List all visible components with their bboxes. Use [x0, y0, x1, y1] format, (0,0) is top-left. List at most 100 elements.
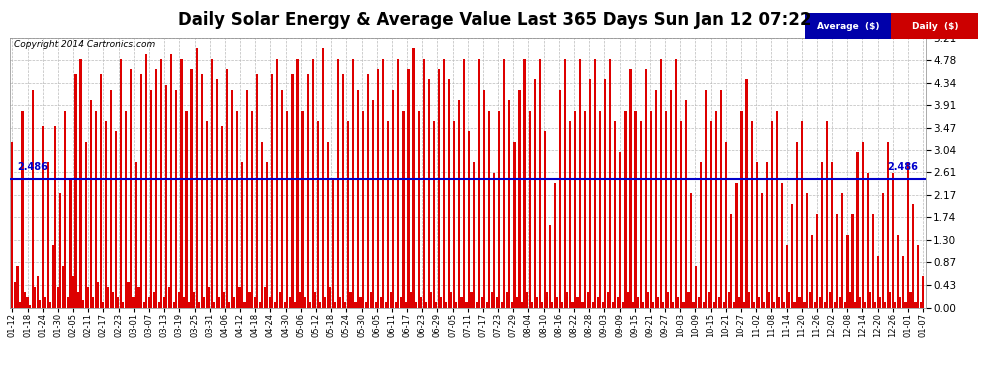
Bar: [130, 69, 132, 308]
Bar: [884, 302, 886, 307]
Bar: [92, 297, 94, 307]
Bar: [286, 111, 288, 308]
Bar: [446, 302, 447, 307]
Bar: [877, 256, 879, 308]
Bar: [894, 302, 897, 307]
Bar: [846, 235, 848, 308]
Bar: [423, 59, 425, 308]
Bar: [324, 297, 327, 307]
Bar: [335, 302, 337, 307]
Bar: [349, 292, 351, 308]
Bar: [304, 297, 306, 307]
Bar: [723, 302, 725, 307]
Bar: [218, 297, 221, 307]
Bar: [524, 59, 526, 308]
Bar: [241, 162, 244, 308]
Bar: [597, 297, 599, 307]
Bar: [617, 297, 619, 307]
Bar: [183, 297, 185, 307]
Bar: [138, 287, 140, 308]
Bar: [224, 292, 226, 308]
Bar: [120, 59, 122, 308]
Bar: [891, 13, 978, 39]
Bar: [162, 297, 165, 307]
Bar: [809, 292, 811, 308]
Bar: [680, 121, 682, 308]
Bar: [493, 173, 495, 308]
Bar: [51, 245, 53, 308]
Bar: [452, 121, 455, 308]
Bar: [710, 121, 712, 308]
Bar: [322, 48, 324, 308]
Bar: [117, 297, 120, 307]
Bar: [436, 302, 438, 307]
Bar: [216, 80, 218, 308]
Bar: [805, 13, 891, 39]
Bar: [741, 111, 742, 308]
Bar: [395, 302, 397, 307]
Bar: [64, 111, 66, 308]
Bar: [266, 162, 268, 308]
Bar: [806, 194, 808, 308]
Bar: [441, 297, 443, 307]
Bar: [372, 100, 374, 308]
Bar: [902, 256, 904, 308]
Bar: [190, 69, 193, 308]
Bar: [246, 90, 248, 308]
Bar: [506, 292, 508, 308]
Bar: [276, 59, 278, 308]
Bar: [488, 111, 490, 308]
Bar: [478, 59, 480, 308]
Bar: [195, 48, 198, 308]
Bar: [346, 121, 349, 308]
Bar: [54, 126, 56, 308]
Bar: [721, 90, 723, 308]
Bar: [382, 59, 384, 308]
Bar: [519, 90, 521, 308]
Bar: [152, 292, 154, 308]
Bar: [869, 292, 871, 308]
Bar: [647, 292, 649, 308]
Bar: [897, 235, 899, 308]
Bar: [319, 302, 322, 307]
Bar: [457, 100, 460, 308]
Bar: [281, 90, 283, 308]
Bar: [22, 111, 24, 308]
Bar: [905, 302, 907, 307]
Bar: [32, 90, 34, 308]
Bar: [193, 292, 195, 308]
Bar: [627, 292, 629, 308]
Bar: [672, 302, 674, 307]
Bar: [77, 292, 79, 308]
Bar: [652, 302, 654, 307]
Bar: [37, 276, 39, 308]
Bar: [848, 292, 851, 308]
Bar: [211, 59, 213, 308]
Bar: [357, 90, 359, 308]
Bar: [625, 111, 627, 308]
Bar: [279, 292, 281, 308]
Bar: [804, 302, 806, 307]
Bar: [700, 162, 702, 308]
Bar: [718, 297, 720, 307]
Bar: [861, 142, 863, 308]
Bar: [430, 292, 433, 308]
Bar: [602, 302, 604, 307]
Bar: [571, 302, 573, 307]
Bar: [56, 287, 58, 308]
Bar: [758, 297, 760, 307]
Text: 2.486: 2.486: [887, 162, 918, 172]
Bar: [531, 302, 534, 307]
Bar: [244, 302, 246, 307]
Bar: [728, 292, 730, 308]
Bar: [882, 194, 884, 308]
Bar: [558, 90, 561, 308]
Bar: [291, 74, 293, 307]
Bar: [302, 111, 304, 308]
Bar: [45, 297, 47, 307]
Bar: [253, 297, 255, 307]
Bar: [27, 297, 29, 307]
Bar: [781, 183, 783, 308]
Bar: [713, 302, 715, 307]
Bar: [11, 142, 14, 308]
